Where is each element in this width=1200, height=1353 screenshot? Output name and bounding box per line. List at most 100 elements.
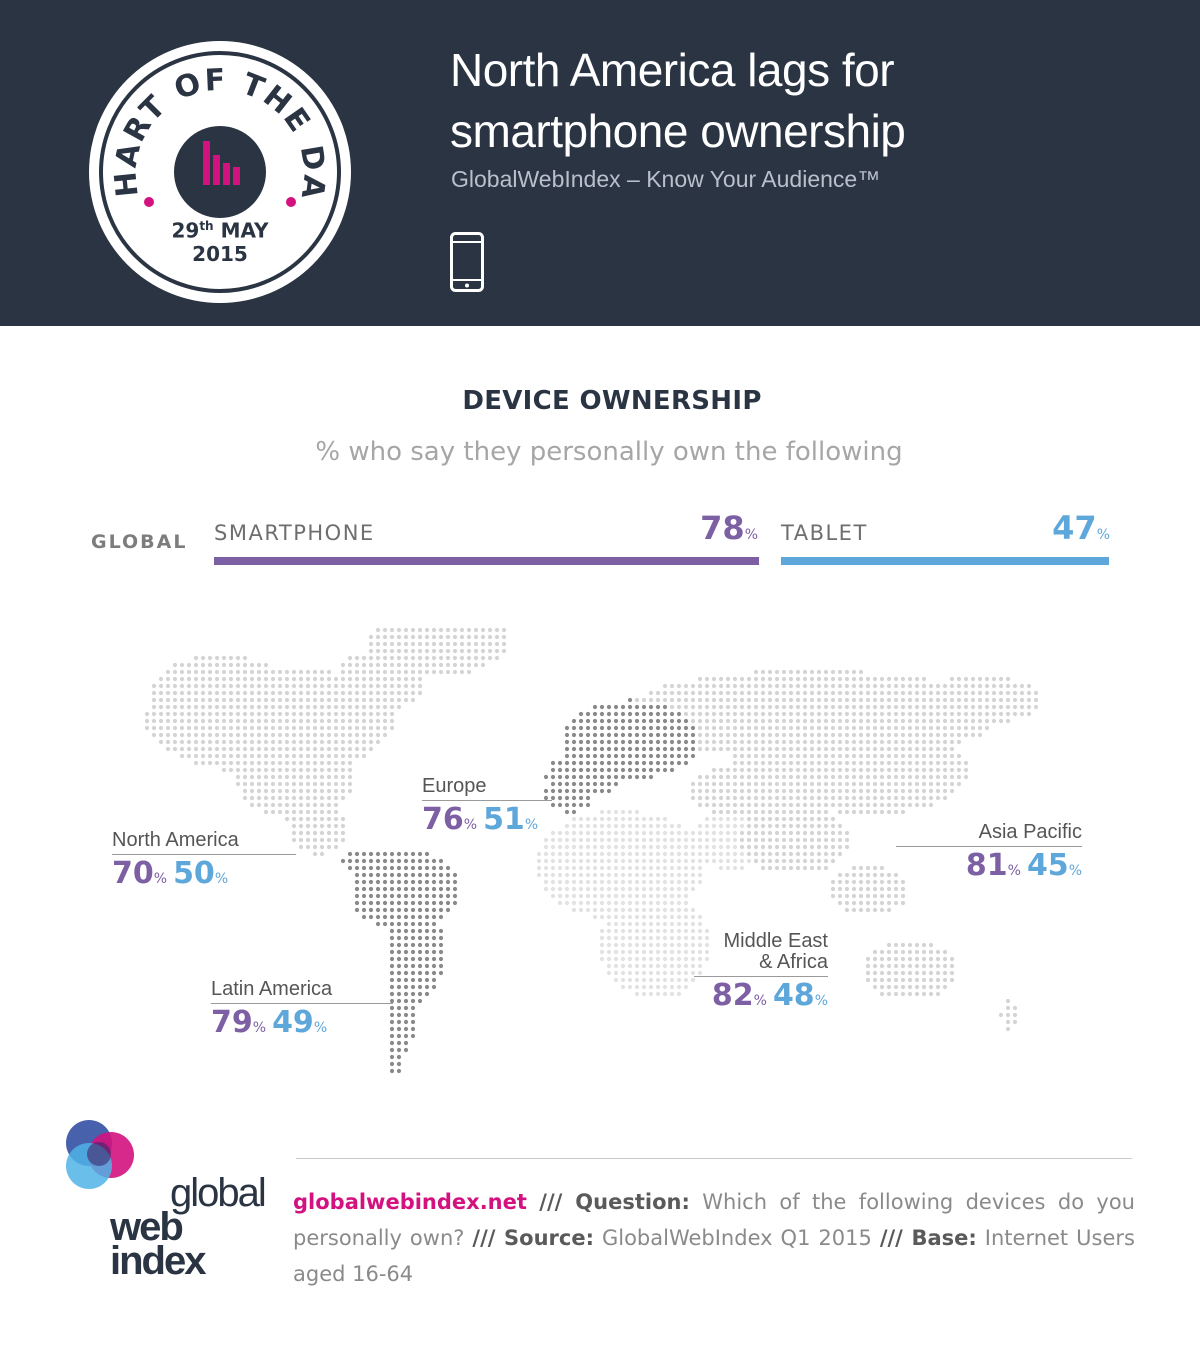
map-dot [697, 914, 703, 920]
map-dot [795, 753, 801, 759]
map-dot [452, 634, 458, 640]
map-dot [753, 676, 759, 682]
map-dot [886, 991, 892, 997]
map-dot [291, 823, 297, 829]
map-dot [802, 711, 808, 717]
map-dot [837, 690, 843, 696]
map-dot [977, 683, 983, 689]
footer-site-link[interactable]: globalwebindex.net [293, 1190, 527, 1214]
map-dot [690, 704, 696, 710]
map-dot [172, 697, 178, 703]
map-dot [592, 718, 598, 724]
map-dot [921, 711, 927, 717]
map-dot [837, 788, 843, 794]
map-dot [865, 802, 871, 808]
map-dot [557, 788, 563, 794]
map-dot [431, 655, 437, 661]
map-dot [277, 690, 283, 696]
map-dot [984, 718, 990, 724]
map-dot [704, 690, 710, 696]
map-dot [326, 711, 332, 717]
map-dot [214, 690, 220, 696]
map-dot [193, 690, 199, 696]
map-dot [928, 802, 934, 808]
map-dot [837, 851, 843, 857]
map-dot [340, 704, 346, 710]
map-dot [732, 844, 738, 850]
map-dot [823, 732, 829, 738]
map-dot [809, 690, 815, 696]
map-dot [781, 837, 787, 843]
map-dot [669, 739, 675, 745]
map-dot [550, 886, 556, 892]
map-dot [725, 865, 731, 871]
map-dot [711, 844, 717, 850]
map-dot [438, 893, 444, 899]
title-line-2: smartphone ownership [450, 105, 906, 157]
map-dot [648, 851, 654, 857]
map-dot [144, 718, 150, 724]
map-dot [788, 697, 794, 703]
map-dot [284, 781, 290, 787]
map-dot [879, 900, 885, 906]
map-dot [704, 928, 710, 934]
globalwebindex-logo: global web index [62, 1117, 267, 1287]
map-dot [676, 991, 682, 997]
map-dot [662, 900, 668, 906]
map-dot [382, 851, 388, 857]
map-dot [844, 872, 850, 878]
map-dot [893, 711, 899, 717]
map-dot [697, 711, 703, 717]
map-dot [438, 914, 444, 920]
map-dot [613, 928, 619, 934]
map-dot [277, 781, 283, 787]
map-dot [270, 732, 276, 738]
map-dot [228, 732, 234, 738]
map-dot [697, 928, 703, 934]
map-dot [872, 872, 878, 878]
map-dot [389, 893, 395, 899]
map-dot [634, 697, 640, 703]
map-dot [564, 900, 570, 906]
map-dot [816, 676, 822, 682]
map-dot [396, 998, 402, 1004]
map-dot [949, 683, 955, 689]
map-dot [921, 676, 927, 682]
map-dot [872, 949, 878, 955]
map-dot [599, 718, 605, 724]
map-dot [592, 739, 598, 745]
map-dot [760, 781, 766, 787]
map-dot [823, 830, 829, 836]
map-dot [571, 718, 577, 724]
map-dot [354, 746, 360, 752]
map-dot [571, 746, 577, 752]
map-dot [291, 711, 297, 717]
map-dot [235, 683, 241, 689]
map-dot [732, 697, 738, 703]
map-dot [1005, 683, 1011, 689]
map-dot [389, 949, 395, 955]
map-dot [606, 858, 612, 864]
map-dot [998, 711, 1004, 717]
map-dot [347, 711, 353, 717]
map-dot [249, 739, 255, 745]
map-dot [879, 767, 885, 773]
map-dot [438, 942, 444, 948]
map-dot [235, 732, 241, 738]
map-dot [368, 732, 374, 738]
map-dot [767, 767, 773, 773]
map-dot [347, 760, 353, 766]
map-dot [368, 914, 374, 920]
map-dot [473, 627, 479, 633]
source-text: GlobalWebIndex Q1 2015 [601, 1226, 872, 1250]
map-dot [900, 893, 906, 899]
map-dot [599, 809, 605, 815]
map-dot [879, 886, 885, 892]
map-dot [648, 774, 654, 780]
map-dot [179, 662, 185, 668]
map-dot [753, 683, 759, 689]
map-dot [165, 732, 171, 738]
map-dot [921, 683, 927, 689]
map-dot [802, 669, 808, 675]
map-dot [886, 718, 892, 724]
